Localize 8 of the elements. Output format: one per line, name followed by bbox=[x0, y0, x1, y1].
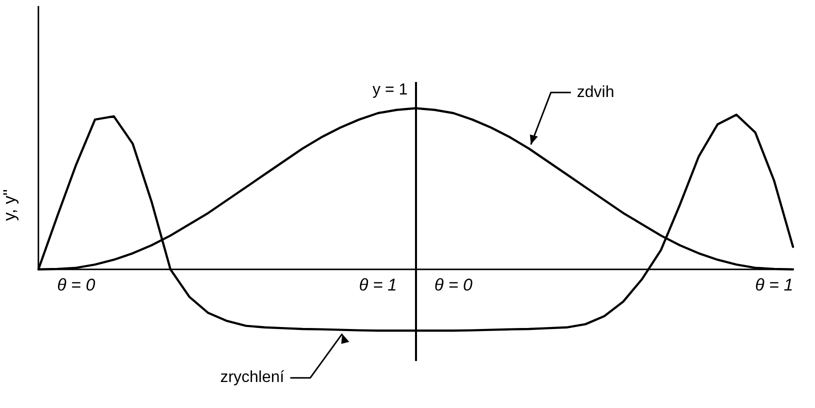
text: zrychlení bbox=[220, 369, 285, 386]
x-tick-label: θ = 0 bbox=[57, 276, 96, 295]
y-axis-title: y, y'' bbox=[0, 189, 19, 221]
text: zdvih bbox=[576, 84, 614, 101]
x-tick-label: θ = 1 bbox=[755, 276, 794, 295]
x-tick-label: θ = 0 bbox=[434, 276, 473, 295]
text: y = 1 bbox=[372, 81, 408, 98]
x-tick-label: θ = 1 bbox=[358, 276, 397, 295]
